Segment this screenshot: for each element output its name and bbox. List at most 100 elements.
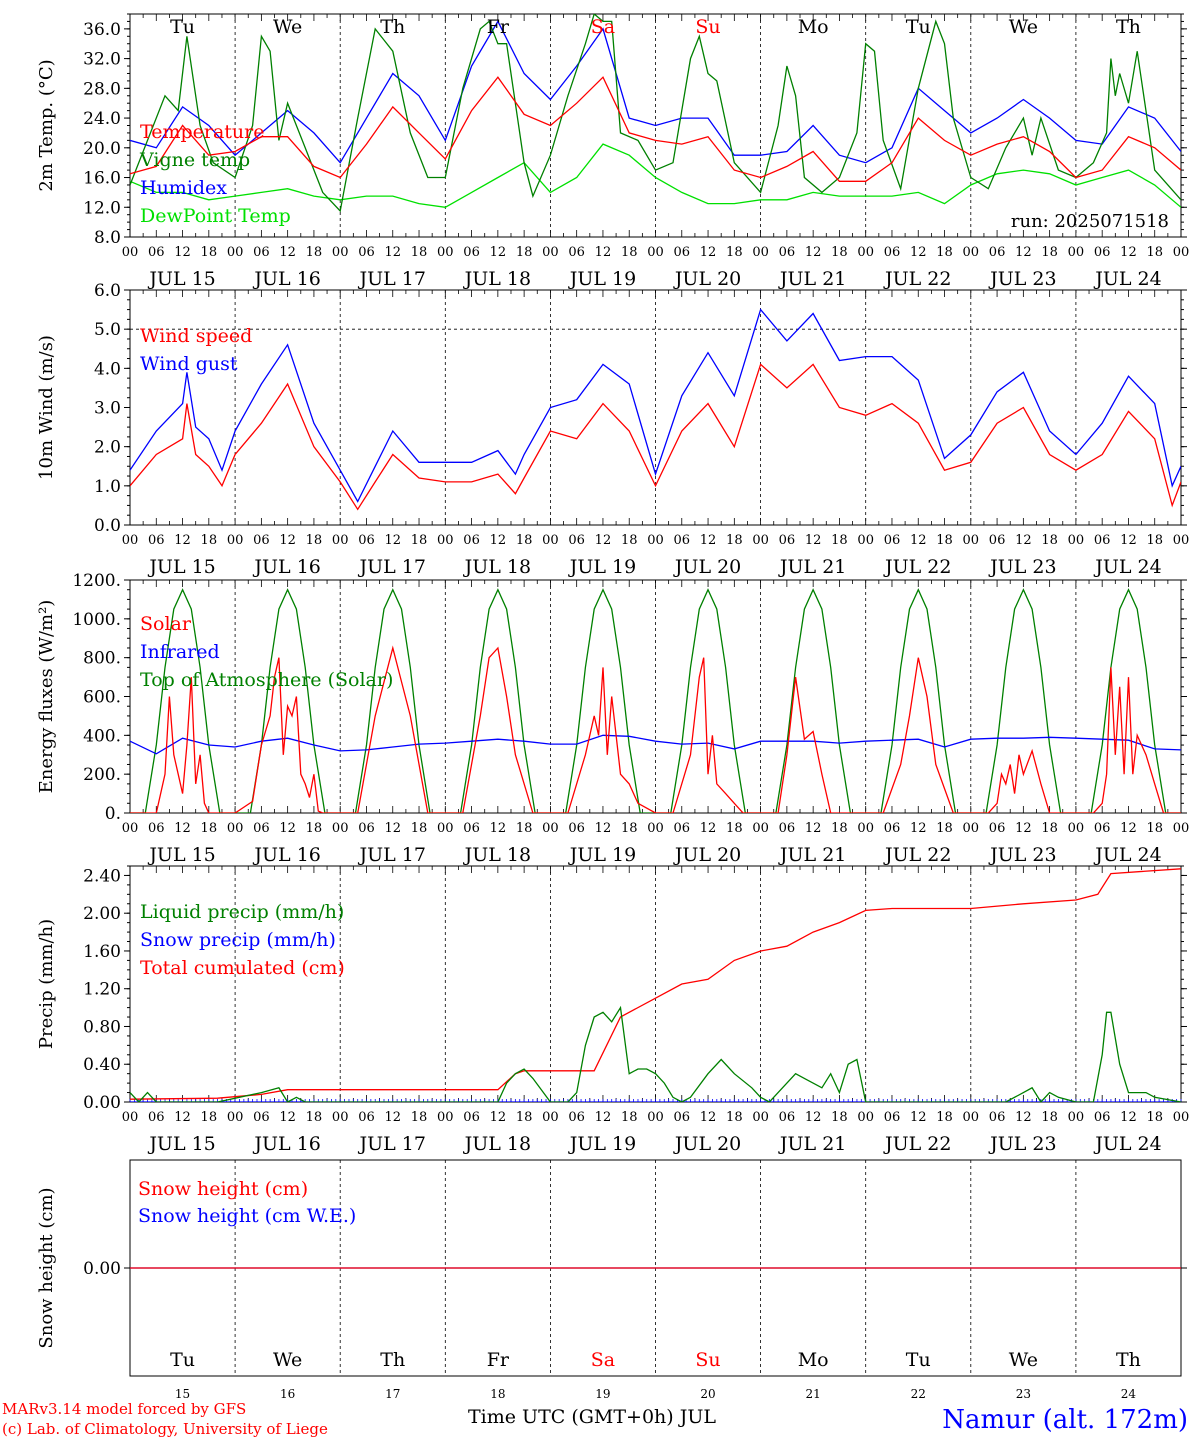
- hour-tick-label: 00: [122, 821, 139, 836]
- snow-panel: 0.00 Snow height (cm) Snow height (cm) Snow…: [36, 1159, 1187, 1401]
- y-tick-label: 1200.: [72, 571, 121, 591]
- hour-tick-label: 00: [227, 821, 244, 836]
- hour-tick-label: 12: [279, 533, 296, 548]
- hour-tick-label: 18: [1146, 1110, 1163, 1125]
- weekday-label: We: [273, 16, 302, 38]
- hour-tick-label: 06: [779, 533, 796, 548]
- hour-tick-label: 00: [752, 533, 769, 548]
- day-number-label: 18: [490, 1387, 505, 1401]
- hour-tick-label: 00: [227, 245, 244, 260]
- hour-tick-label: 18: [516, 533, 533, 548]
- hour-tick-label: 06: [674, 533, 691, 548]
- hour-tick-label: 06: [1094, 533, 1111, 548]
- date-label: JUL 19: [568, 268, 636, 290]
- hour-tick-label: 06: [884, 533, 901, 548]
- y-tick-label: 24.0: [83, 109, 121, 129]
- hour-tick-label: 12: [174, 533, 191, 548]
- series-group: [130, 308, 1181, 511]
- hour-tick-label: 00: [227, 533, 244, 548]
- hour-tick-label: 06: [148, 533, 165, 548]
- hour-tick-label: 12: [700, 821, 717, 836]
- hour-tick-label: 06: [989, 1110, 1006, 1125]
- hour-tick-label: 18: [411, 245, 428, 260]
- weekday-label: Th: [380, 1349, 405, 1371]
- hour-tick-label: 18: [831, 1110, 848, 1125]
- y-axis-label: 10m Wind (m/s): [36, 335, 57, 480]
- date-label: JUL 20: [673, 268, 741, 290]
- hour-tick-label: 12: [1120, 1110, 1137, 1125]
- weekday-label: Tu: [170, 1349, 195, 1371]
- hour-tick-label: 18: [201, 1110, 218, 1125]
- date-label: JUL 17: [358, 1133, 426, 1155]
- y-tick-label: 2.40: [83, 866, 121, 886]
- hour-tick-label: 18: [621, 1110, 638, 1125]
- model-credit: MARv3.14 model forced by GFS: [2, 1400, 246, 1418]
- y-tick-label: 2.0: [94, 438, 121, 458]
- hour-tick-label: 18: [621, 821, 638, 836]
- hour-tick-label: 18: [621, 245, 638, 260]
- hour-tick-label: 12: [700, 245, 717, 260]
- weekday-label: Mo: [798, 1349, 829, 1371]
- y-tick-label: 6.0: [94, 281, 121, 301]
- hour-tick-label: 12: [490, 533, 507, 548]
- series-line-wind-speed: [130, 363, 1181, 511]
- hour-tick-label: 12: [279, 1110, 296, 1125]
- y-tick-label: 0.0: [94, 516, 121, 536]
- hour-tick-label: 18: [1146, 821, 1163, 836]
- day-number-label: 24: [1121, 1387, 1137, 1401]
- day-number-label: 23: [1016, 1387, 1031, 1401]
- hour-tick-label: 12: [805, 245, 822, 260]
- hour-tick-label: 18: [201, 245, 218, 260]
- day-number-label: 17: [385, 1387, 400, 1401]
- hour-tick-label: 12: [700, 533, 717, 548]
- y-tick-label: 32.0: [83, 50, 121, 70]
- weekday-label: We: [1009, 1349, 1038, 1371]
- hour-tick-label: 12: [595, 821, 612, 836]
- hour-tick-label: 12: [805, 1110, 822, 1125]
- hour-tick-label: 12: [1120, 821, 1137, 836]
- lab-credit: (c) Lab. of Climatology, University of L…: [2, 1420, 328, 1438]
- hour-tick-label: 12: [1120, 533, 1137, 548]
- chart-panels: 8.0 12.0 16.0 20.0 24.0 28.0 32.0 36.0 2m Temp. …: [36, 13, 1190, 1401]
- hour-tick-label: 00: [542, 245, 559, 260]
- hour-tick-label: 18: [516, 821, 533, 836]
- hour-tick-label: 00: [647, 1110, 664, 1125]
- station-title: Namur (alt. 172m): [942, 1405, 1188, 1435]
- weekday-label: Mo: [798, 16, 829, 38]
- precip-panel: 0.00 0.40 0.80 1.20 1.60 2.00 2.40 Precip (mm/h…: [36, 865, 1189, 1155]
- weekday-label: Tu: [906, 1349, 931, 1371]
- hour-tick-label: 00: [542, 1110, 559, 1125]
- y-tick-label: 200.: [83, 765, 121, 785]
- hour-tick-label: 12: [279, 821, 296, 836]
- date-label: JUL 15: [147, 844, 215, 866]
- hour-tick-label: 12: [1015, 821, 1032, 836]
- hour-tick-label: 12: [595, 533, 612, 548]
- y-tick-label: 4.0: [94, 359, 121, 379]
- y-tick-label: 0.00: [83, 1093, 121, 1113]
- weekday-label: Sa: [591, 1349, 615, 1371]
- date-label: JUL 22: [883, 1133, 951, 1155]
- legend-entry: Temperature: [140, 121, 264, 143]
- legend-entry: DewPoint Temp: [140, 205, 291, 227]
- y-tick-label: 1.60: [83, 942, 121, 962]
- hour-tick-label: 00: [1173, 821, 1190, 836]
- date-label: JUL 24: [1093, 1133, 1161, 1155]
- date-label: JUL 17: [358, 556, 426, 578]
- hour-tick-label: 00: [963, 533, 980, 548]
- hour-tick-label: 06: [884, 821, 901, 836]
- hour-tick-label: 00: [1173, 245, 1190, 260]
- run-label: run: 2025071518: [1011, 211, 1169, 232]
- series-line-vigne-temp: [130, 14, 1181, 213]
- y-tick-label: 5.0: [94, 320, 121, 340]
- legend-entry: Wind speed: [140, 325, 252, 347]
- hour-tick-label: 00: [437, 245, 454, 260]
- hour-tick-label: 06: [463, 245, 480, 260]
- hour-tick-label: 00: [963, 1110, 980, 1125]
- hour-tick-label: 06: [779, 821, 796, 836]
- date-label: JUL 22: [883, 556, 951, 578]
- date-label: JUL 23: [988, 844, 1056, 866]
- y-tick-label: 12.0: [83, 198, 121, 218]
- hour-tick-label: 18: [831, 821, 848, 836]
- hour-tick-label: 18: [831, 245, 848, 260]
- date-label: JUL 22: [883, 268, 951, 290]
